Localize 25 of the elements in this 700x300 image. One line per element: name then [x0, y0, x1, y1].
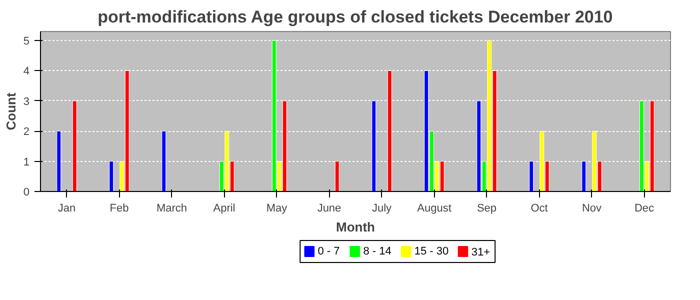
x-tick-label: April — [213, 202, 236, 214]
x-tick-label: Jan — [58, 202, 76, 214]
y-tick-label: 1 — [23, 156, 30, 168]
x-tick-label: August — [417, 202, 452, 214]
y-tick-label: 3 — [23, 96, 30, 108]
x-tick-label: Nov — [582, 202, 602, 214]
x-tick-label: March — [156, 202, 188, 214]
y-tick-label: 4 — [23, 66, 30, 78]
y-tick-label: 2 — [23, 126, 30, 138]
x-tick-label: July — [372, 202, 392, 214]
y-tick-label: 5 — [23, 36, 30, 48]
x-tick-label: May — [266, 202, 288, 214]
chart-title: port-modifications Age groups of closed tickets December 2010 — [98, 8, 613, 26]
legend-label: 0 - 7 — [318, 246, 340, 258]
legend-label: 31+ — [471, 246, 490, 258]
x-tick-label: Oct — [530, 202, 548, 214]
x-axis-title: Month — [336, 220, 376, 234]
legend-label: 15 - 30 — [414, 246, 449, 258]
y-tick-label: 0 — [23, 186, 30, 198]
x-tick-label: Dec — [634, 202, 655, 214]
x-tick-label: Sep — [476, 202, 497, 214]
y-axis-title: Count — [3, 92, 18, 130]
legend-label: 8 - 14 — [363, 246, 392, 258]
x-tick-label: Feb — [110, 202, 129, 214]
x-tick-label: June — [317, 202, 342, 214]
